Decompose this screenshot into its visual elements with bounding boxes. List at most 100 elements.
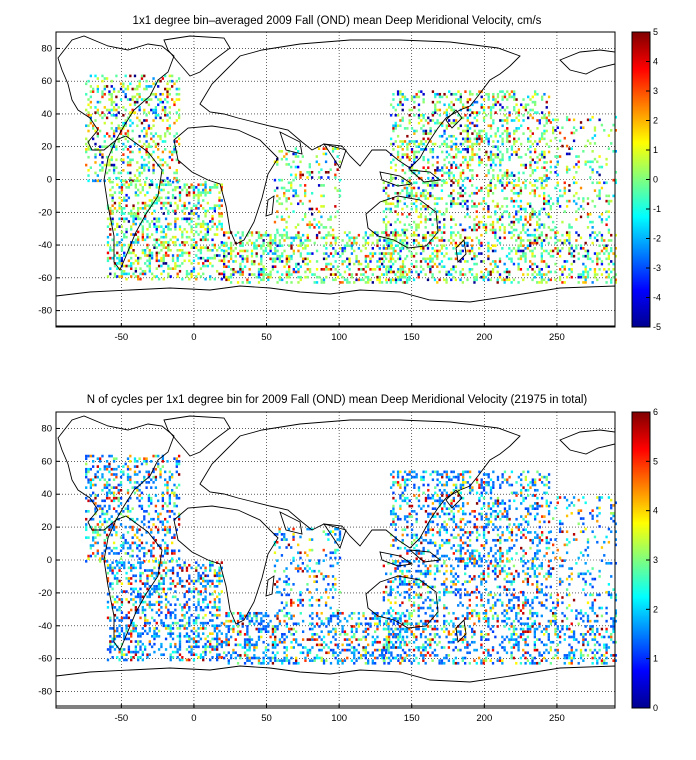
velocity-bin-cell bbox=[600, 233, 604, 237]
velocity-bin-cell bbox=[120, 262, 124, 265]
velocity-bin-cell bbox=[152, 169, 155, 172]
cycles-bin-cell bbox=[120, 611, 124, 614]
velocity-bin-cell bbox=[290, 273, 293, 276]
velocity-bin-cell bbox=[152, 111, 155, 114]
velocity-bin-cell bbox=[494, 186, 497, 190]
velocity-bin-cell bbox=[422, 137, 425, 141]
velocity-bin-cell bbox=[369, 233, 372, 237]
velocity-bin-cell bbox=[122, 142, 125, 146]
cycles-bin-cell bbox=[117, 491, 120, 495]
velocity-bin-cell bbox=[536, 236, 539, 240]
velocity-bin-cell bbox=[227, 260, 230, 263]
velocity-bin-cell bbox=[371, 273, 374, 276]
velocity-bin-cell bbox=[485, 132, 488, 135]
velocity-bin-cell bbox=[278, 178, 281, 182]
velocity-bin-cell bbox=[527, 116, 530, 120]
velocity-bin-cell bbox=[255, 254, 258, 258]
cycles-bin-cell bbox=[150, 608, 154, 612]
velocity-bin-cell bbox=[394, 233, 397, 237]
cycles-bin-cell bbox=[120, 600, 124, 604]
velocity-bin-cell bbox=[108, 134, 111, 138]
velocity-bin-cell bbox=[540, 241, 543, 245]
cycles-bin-cell bbox=[143, 624, 147, 628]
velocity-bin-cell bbox=[584, 265, 587, 268]
velocity-bin-cell bbox=[482, 106, 486, 109]
cycles-bin-cell bbox=[140, 546, 144, 550]
cycles-bin-cell bbox=[125, 613, 128, 617]
velocity-bin-cell bbox=[116, 256, 119, 260]
velocity-bin-cell bbox=[510, 197, 513, 200]
velocity-bin-cell bbox=[445, 273, 448, 276]
cycles-bin-cell bbox=[122, 533, 125, 537]
velocity-bin-cell bbox=[492, 95, 495, 99]
cycles-bin-cell bbox=[113, 642, 117, 646]
velocity-bin-cell bbox=[185, 241, 189, 244]
velocity-bin-cell bbox=[155, 275, 158, 278]
velocity-bin-cell bbox=[404, 270, 407, 274]
velocity-bin-cell bbox=[280, 178, 284, 182]
velocity-bin-cell bbox=[413, 158, 416, 162]
velocity-bin-cell bbox=[394, 210, 397, 213]
velocity-bin-cell bbox=[124, 92, 127, 96]
cycles-bin-cell bbox=[153, 642, 156, 646]
velocity-bin-cell bbox=[445, 155, 449, 159]
velocity-bin-cell bbox=[517, 244, 520, 248]
velocity-bin-cell bbox=[206, 246, 210, 249]
cycles-bin-cell bbox=[139, 563, 142, 567]
velocity-bin-cell bbox=[143, 251, 147, 255]
velocity-bin-cell bbox=[211, 238, 214, 242]
velocity-bin-cell bbox=[464, 113, 467, 117]
velocity-bin-cell bbox=[281, 244, 284, 248]
velocity-bin-cell bbox=[461, 148, 465, 151]
velocity-bin-cell bbox=[392, 252, 395, 255]
velocity-bin-cell bbox=[371, 254, 374, 258]
cycles-bin-cell bbox=[166, 528, 169, 532]
velocity-bin-cell bbox=[487, 137, 490, 141]
velocity-bin-cell bbox=[480, 220, 483, 224]
velocity-bin-cell bbox=[378, 281, 381, 284]
velocity-bin-cell bbox=[147, 85, 151, 88]
velocity-bin-cell bbox=[491, 268, 495, 271]
cycles-bin-cell bbox=[143, 608, 147, 612]
velocity-bin-cell bbox=[506, 148, 509, 151]
velocity-bin-cell bbox=[517, 262, 520, 266]
velocity-bin-cell bbox=[596, 194, 599, 198]
velocity-bin-cell bbox=[150, 204, 154, 208]
velocity-bin-cell bbox=[308, 163, 311, 166]
velocity-bin-cell bbox=[410, 166, 414, 170]
cycles-bin-cell bbox=[155, 600, 158, 604]
cycles-bin-cell bbox=[157, 613, 161, 617]
velocity-bin-cell bbox=[164, 225, 168, 229]
cycles-bin-cell bbox=[150, 569, 154, 572]
velocity-bin-cell bbox=[464, 158, 467, 162]
velocity-bin-cell bbox=[175, 169, 178, 172]
velocity-bin-cell bbox=[450, 268, 453, 271]
velocity-bin-cell bbox=[471, 142, 474, 146]
velocity-bin-cell bbox=[434, 142, 437, 146]
velocity-bin-cell bbox=[264, 268, 268, 271]
velocity-bin-cell bbox=[129, 158, 132, 162]
velocity-bin-cell bbox=[496, 145, 500, 149]
velocity-bin-cell bbox=[294, 236, 298, 240]
velocity-bin-cell bbox=[406, 142, 409, 146]
velocity-bin-cell bbox=[522, 228, 525, 232]
velocity-bin-cell bbox=[133, 142, 137, 146]
velocity-bin-cell bbox=[457, 179, 460, 183]
velocity-bin-cell bbox=[586, 254, 590, 258]
cycles-bin-cell bbox=[157, 608, 161, 612]
cycles-bin-cell bbox=[177, 549, 181, 553]
velocity-bin-cell bbox=[89, 166, 93, 170]
velocity-bin-cell bbox=[188, 222, 191, 226]
velocity-bin-cell bbox=[109, 272, 112, 276]
velocity-bin-cell bbox=[260, 257, 263, 261]
velocity-bin-cell bbox=[431, 233, 434, 237]
velocity-bin-cell bbox=[543, 174, 546, 177]
velocity-bin-cell bbox=[122, 82, 125, 86]
cycles-bin-cell bbox=[164, 525, 167, 529]
velocity-bin-cell bbox=[614, 247, 618, 250]
velocity-bin-cell bbox=[575, 218, 578, 221]
velocity-bin-cell bbox=[410, 98, 414, 101]
velocity-bin-cell bbox=[106, 225, 110, 229]
velocity-bin-cell bbox=[241, 233, 244, 237]
velocity-bin-cell bbox=[157, 191, 161, 194]
